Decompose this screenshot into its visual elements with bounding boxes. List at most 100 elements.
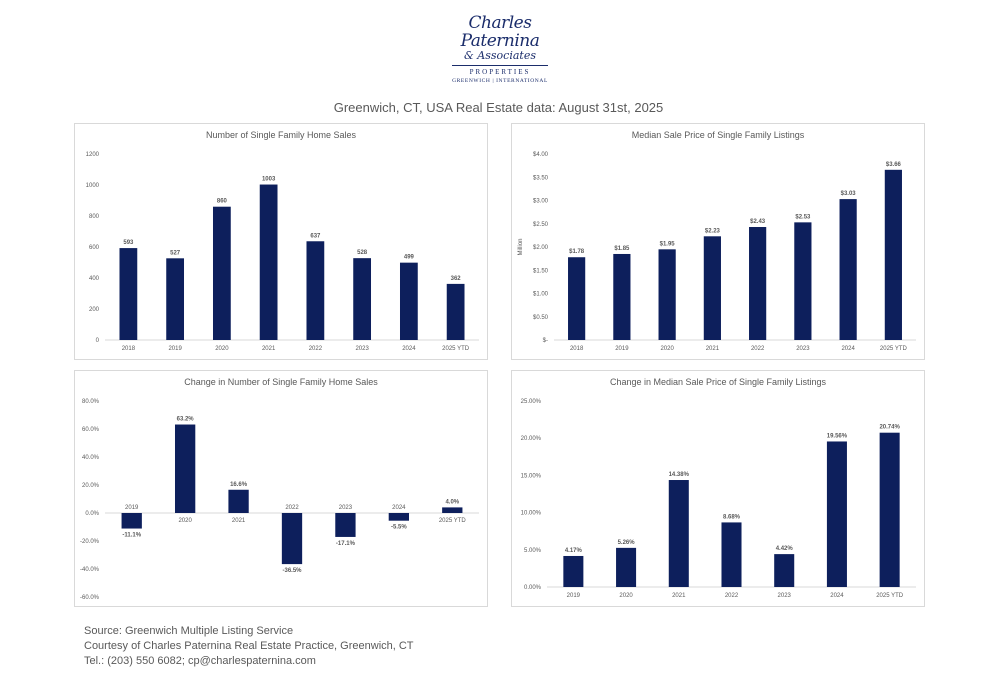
footer-source-line: Source: Greenwich Multiple Listing Servi… [84,625,294,637]
bar [306,241,325,340]
y-tick-label: 80.0% [82,399,100,405]
chart-title: Median Sale Price of Single Family Listi… [632,130,805,140]
bar [446,283,465,340]
bar [839,199,857,340]
bar [335,513,356,537]
data-label: 19.56% [827,433,848,439]
y-tick-label: 800 [89,214,100,220]
data-label: -36.5% [282,568,302,574]
data-label: 4.17% [565,548,583,554]
logo-location: GREENWICH | INTERNATIONAL [452,78,548,84]
x-tick-label: 2022 [725,593,739,599]
data-label: 499 [404,255,415,261]
y-tick-label: 1000 [86,183,100,189]
y-tick-label: 400 [89,276,100,282]
footer-courtesy-line: Courtesy of Charles Paternina Real Estat… [84,640,414,652]
data-label: 16.6% [230,482,248,488]
x-tick-label: 2025 YTD [876,593,904,599]
bar [121,513,142,529]
x-tick-label: 2018 [570,346,584,352]
bar [879,432,900,587]
x-tick-label: 2019 [567,593,581,599]
y-tick-label: $2.50 [533,222,549,228]
bar [568,257,586,340]
data-label: 4.0% [445,499,459,505]
chart-median-price: Median Sale Price of Single Family Listi… [518,130,916,352]
bar [442,507,463,513]
data-label: 527 [170,250,181,256]
x-tick-label: 2025 YTD [880,346,908,352]
x-tick-label: 2024 [841,346,855,352]
data-label: 1003 [262,177,276,183]
y-tick-label: 15.00% [521,473,542,479]
y-tick-label: 5.00% [524,548,542,554]
data-label: -17.1% [336,541,356,547]
chart-sales-change: Change in Number of Single Family Home S… [80,377,479,601]
logo-associates: & Associates [464,49,536,62]
x-tick-label: 2023 [778,593,792,599]
company-logo: Charles Paternina & Associates PROPERTIE… [440,13,560,84]
x-tick-label: 2022 [309,346,323,352]
x-tick-label: 2022 [751,346,765,352]
bar [399,262,418,340]
bar [774,554,795,587]
x-tick-label: 2020 [178,518,192,524]
y-tick-label: $- [543,338,548,344]
data-label: $1.85 [614,246,630,252]
data-label: 528 [357,250,368,256]
x-tick-label: 2018 [122,346,136,352]
page-title: Greenwich, CT, USA Real Estate data: Aug… [333,100,664,115]
x-tick-label: 2020 [619,593,633,599]
data-label: 860 [217,199,228,205]
bar [613,253,631,340]
chart-title: Change in Median Sale Price of Single Fa… [610,377,827,387]
x-tick-label: 2021 [672,593,686,599]
y-tick-label: $0.50 [533,315,549,321]
y-tick-label: 10.00% [521,511,542,517]
bar [703,236,721,340]
bar [259,184,278,340]
y-tick-label: 1200 [86,152,100,158]
bar [616,547,637,587]
x-tick-label: 2020 [660,346,674,352]
bar [174,424,196,513]
y-tick-label: $3.00 [533,199,549,205]
y-tick-label: 20.0% [82,483,100,489]
bar [228,489,249,513]
data-label: 637 [310,233,321,239]
chart-title: Number of Single Family Home Sales [206,130,357,140]
y-tick-label: $4.00 [533,152,549,158]
logo-name: Charles Paternina [460,13,540,51]
y-tick-label: 200 [89,307,100,313]
x-tick-label: 2023 [355,346,369,352]
y-tick-label: $1.00 [533,292,549,298]
y-tick-label: -40.0% [80,567,100,573]
data-label: -5.5% [391,525,407,531]
y-tick-label: $3.50 [533,175,549,181]
y-tick-label: 20.00% [521,436,542,442]
chart-panel-price-change: Change in Median Sale Price of Single Fa… [511,370,925,607]
data-label: 14.38% [669,472,690,478]
data-label: $3.66 [886,162,902,168]
x-tick-label: 2019 [168,346,182,352]
chart-panel-sales-change: Change in Number of Single Family Home S… [74,370,488,607]
y-tick-label: 40.0% [82,455,100,461]
data-label: 8.68% [723,514,741,520]
x-tick-label: 2020 [215,346,229,352]
chart-panel-median-price: Median Sale Price of Single Family Listi… [511,123,925,360]
data-label: 63.2% [177,417,195,423]
logo-divider [452,65,548,66]
bar [563,555,584,587]
y-tick-label: $1.50 [533,268,549,274]
chart-price-change: Change in Median Sale Price of Single Fa… [521,377,916,599]
y-tick-label: 60.0% [82,427,100,433]
data-label: 4.42% [776,546,794,552]
y-axis-label: Million [518,238,524,255]
bar [826,441,847,587]
y-tick-label: 0 [96,338,100,344]
y-tick-label: 600 [89,245,100,251]
data-label: $1.78 [569,249,585,255]
x-tick-label: 2023 [796,346,810,352]
bar [658,249,676,340]
x-tick-label: 2025 YTD [442,346,470,352]
